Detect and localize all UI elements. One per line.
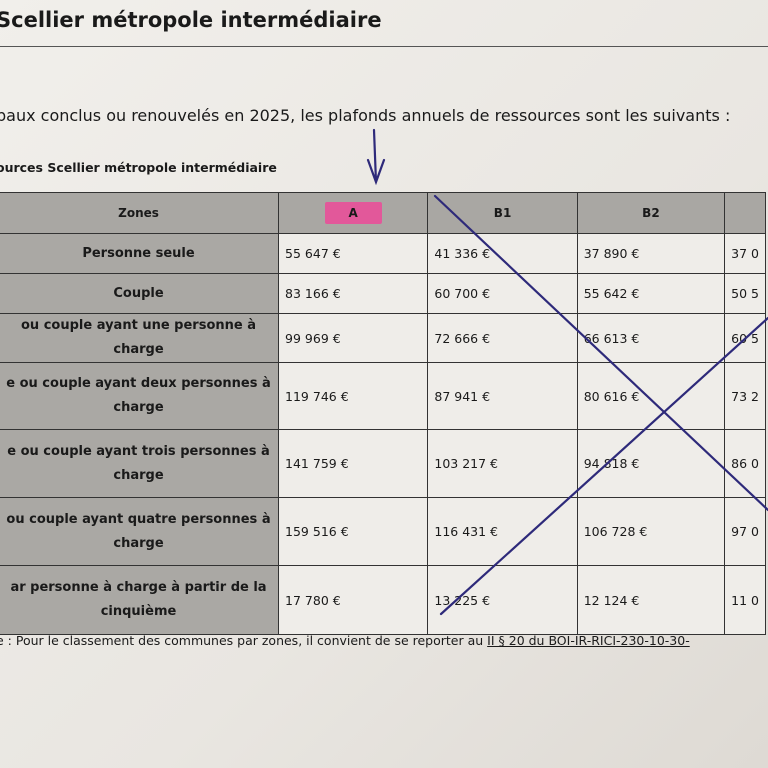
row-label: Personne seule [0,233,280,274]
ceiling-value: 13 225 € [427,565,578,635]
ceiling-value: 55 642 € [576,273,726,314]
ceiling-value: 103 217 € [427,429,578,498]
ceiling-value: 86 0 [724,429,766,498]
row-label: Couple [0,273,280,314]
row-label: ou couple ayant une personne à charge [0,313,280,363]
ceiling-value: 72 666 € [427,313,578,363]
ceiling-value: 97 0 [724,497,766,566]
title-divider [0,46,768,47]
footnote: e : Pour le classement des communes par … [0,633,690,648]
footnote-text: e : Pour le classement des communes par … [0,633,488,648]
ceiling-value: 55 647 € [278,233,429,274]
row-label: ou couple ayant quatre personnes à charg… [0,497,280,566]
ceiling-value: 50 5 [724,273,766,314]
pen-arrow-icon [366,128,386,186]
ceiling-value: 11 0 [724,565,766,635]
ceiling-value: 87 941 € [427,362,578,430]
ceiling-value: 12 124 € [576,565,726,635]
table-caption: ources Scellier métropole intermédiaire [0,160,277,175]
header-zone-c [724,192,766,234]
row-label: e ou couple ayant deux personnes à charg… [0,362,280,430]
intro-paragraph: baux conclus ou renouvelés en 2025, les … [0,106,731,125]
table-row: ar personne à charge à partir de la cinq… [0,565,766,635]
ceiling-value: 116 431 € [427,497,578,566]
header-zones: Zones [0,192,280,234]
table-row: e ou couple ayant trois personnes à char… [0,429,766,498]
ceiling-value: 94 818 € [576,429,726,498]
ceiling-value: 37 0 [724,233,766,274]
row-label: ar personne à charge à partir de la cinq… [0,565,280,635]
ceiling-value: 99 969 € [278,313,429,363]
ceiling-value: 83 166 € [278,273,429,314]
ceiling-value: 17 780 € [278,565,429,635]
section-title: Scellier métropole intermédiaire [0,8,382,32]
ceiling-value: 119 746 € [278,362,429,430]
header-zone-b2: B2 [576,192,726,234]
highlighted-zone-a: A [324,202,382,224]
table-row: ou couple ayant une personne à charge 99 … [0,313,766,363]
ceiling-value: 80 616 € [576,362,726,430]
row-label: e ou couple ayant trois personnes à char… [0,429,280,498]
header-zone-a: A [278,192,429,234]
table-header-row: Zones A B1 B2 [0,192,766,234]
ceiling-value: 159 516 € [278,497,429,566]
ceiling-value: 73 2 [724,362,766,430]
pen-cross-stroke-1 [433,194,768,512]
pen-cross-stroke-2 [439,316,768,616]
table-row: Personne seule 55 647 €41 336 €37 890 €37… [0,233,766,274]
table-row: e ou couple ayant deux personnes à charg… [0,362,766,430]
ceiling-value: 41 336 € [427,233,578,274]
ceiling-value: 37 890 € [576,233,726,274]
footnote-link[interactable]: II § 20 du BOI-IR-RICI-230-10-30- [487,633,690,648]
income-ceiling-table: Zones A B1 B2 Personne seule 55 647 €41 3… [0,192,766,635]
